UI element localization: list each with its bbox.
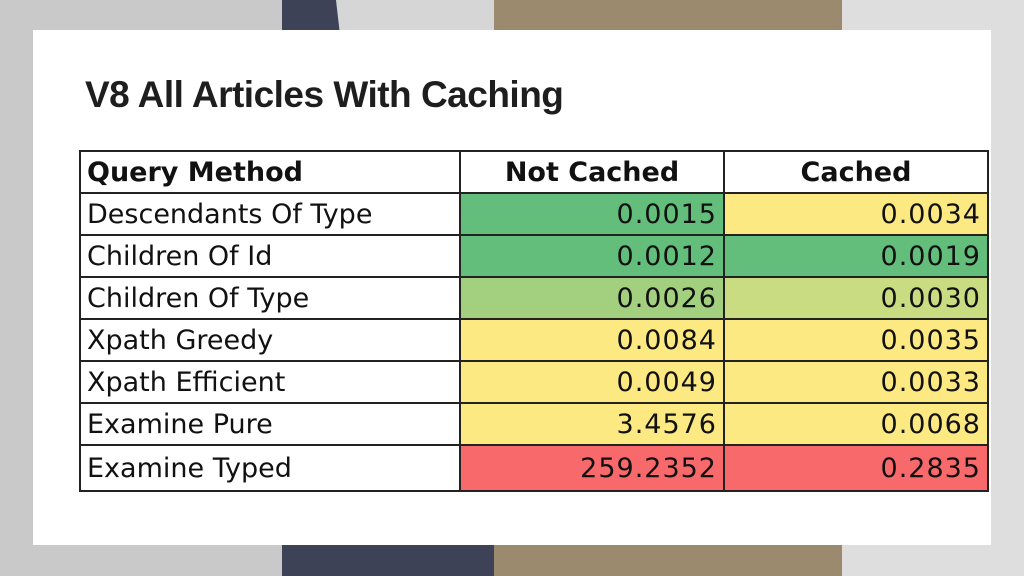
table-body: Descendants Of Type 0.0015 0.0034 Childr…: [79, 192, 989, 492]
table-row: Examine Typed 259.2352 0.2835: [79, 444, 989, 492]
header-query-method: Query Method: [79, 150, 461, 194]
cell-not-cached: 0.0015: [459, 192, 725, 236]
cell-cached: 0.0019: [723, 234, 989, 278]
header-cached: Cached: [723, 150, 989, 194]
cell-cached: 0.2835: [723, 444, 989, 492]
table-row: Examine Pure 3.4576 0.0068: [79, 402, 989, 446]
cell-method: Descendants Of Type: [79, 192, 461, 236]
cell-not-cached: 0.0049: [459, 360, 725, 404]
cell-cached: 0.0035: [723, 318, 989, 362]
cell-method: Examine Typed: [79, 444, 461, 492]
cell-cached: 0.0033: [723, 360, 989, 404]
cell-cached: 0.0068: [723, 402, 989, 446]
cell-not-cached: 0.0026: [459, 276, 725, 320]
cell-not-cached: 0.0084: [459, 318, 725, 362]
cell-method: Xpath Greedy: [79, 318, 461, 362]
table-row: Children Of Id 0.0012 0.0019: [79, 234, 989, 278]
table-row: Xpath Efficient 0.0049 0.0033: [79, 360, 989, 404]
cell-method: Examine Pure: [79, 402, 461, 446]
cell-not-cached: 259.2352: [459, 444, 725, 492]
cell-not-cached: 0.0012: [459, 234, 725, 278]
cell-method: Children Of Id: [79, 234, 461, 278]
table-header-row: Query Method Not Cached Cached: [79, 150, 989, 194]
cell-not-cached: 3.4576: [459, 402, 725, 446]
header-not-cached: Not Cached: [459, 150, 725, 194]
table-row: Xpath Greedy 0.0084 0.0035: [79, 318, 989, 362]
cell-cached: 0.0030: [723, 276, 989, 320]
table-row: Descendants Of Type 0.0015 0.0034: [79, 192, 989, 236]
results-table: Query Method Not Cached Cached Descendan…: [79, 150, 989, 492]
table-row: Children Of Type 0.0026 0.0030: [79, 276, 989, 320]
slide-card: V8 All Articles With Caching Query Metho…: [33, 30, 991, 545]
slide-title: V8 All Articles With Caching: [85, 74, 564, 115]
cell-cached: 0.0034: [723, 192, 989, 236]
cell-method: Children Of Type: [79, 276, 461, 320]
cell-method: Xpath Efficient: [79, 360, 461, 404]
